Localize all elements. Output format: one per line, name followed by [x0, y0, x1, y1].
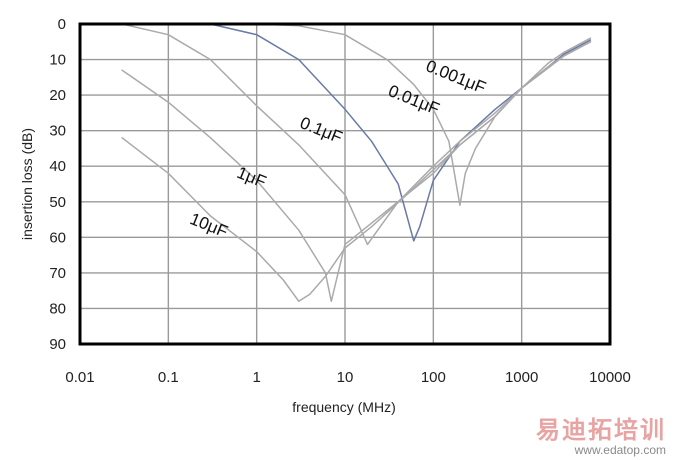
series-line: [121, 41, 592, 303]
y-tick-label: 0: [58, 16, 66, 33]
x-tick-labels: 0.01 0.1 1 10 100 1000 10000: [65, 369, 630, 386]
watermark-url: www.edatop.com: [574, 443, 666, 457]
watermark: 易迪拓培训 www.edatop.com: [536, 418, 666, 456]
y-tick-label: 10: [49, 52, 66, 69]
x-tick-label: 10000: [589, 369, 631, 386]
y-tick-label: 90: [49, 336, 66, 353]
y-tick-labels: 0 10 20 30 40 50 60 70 80 90: [49, 16, 66, 353]
series-line: [255, 23, 592, 207]
watermark-text: 易迪拓培训: [536, 416, 666, 444]
grid: [80, 24, 610, 344]
y-tick-label: 80: [49, 300, 66, 317]
series-curves: [121, 23, 592, 303]
y-tick-label: 70: [49, 265, 66, 282]
y-tick-label: 40: [49, 158, 66, 175]
y-axis-label: insertion loss (dB): [19, 128, 35, 240]
x-tick-label: 10: [337, 369, 354, 386]
y-tick-label: 60: [49, 229, 66, 246]
plot-frame-border: [78, 22, 612, 346]
y-tick-label: 20: [49, 87, 66, 104]
x-axis-label: frequency (MHz): [292, 399, 395, 415]
x-tick-label: 0.1: [158, 369, 179, 386]
x-tick-label: 1: [252, 369, 260, 386]
y-tick-label: 30: [49, 123, 66, 140]
y-tick-label: 50: [49, 194, 66, 211]
x-tick-label: 1000: [505, 369, 538, 386]
x-tick-label: 100: [421, 369, 446, 386]
x-tick-label: 0.01: [65, 369, 94, 386]
